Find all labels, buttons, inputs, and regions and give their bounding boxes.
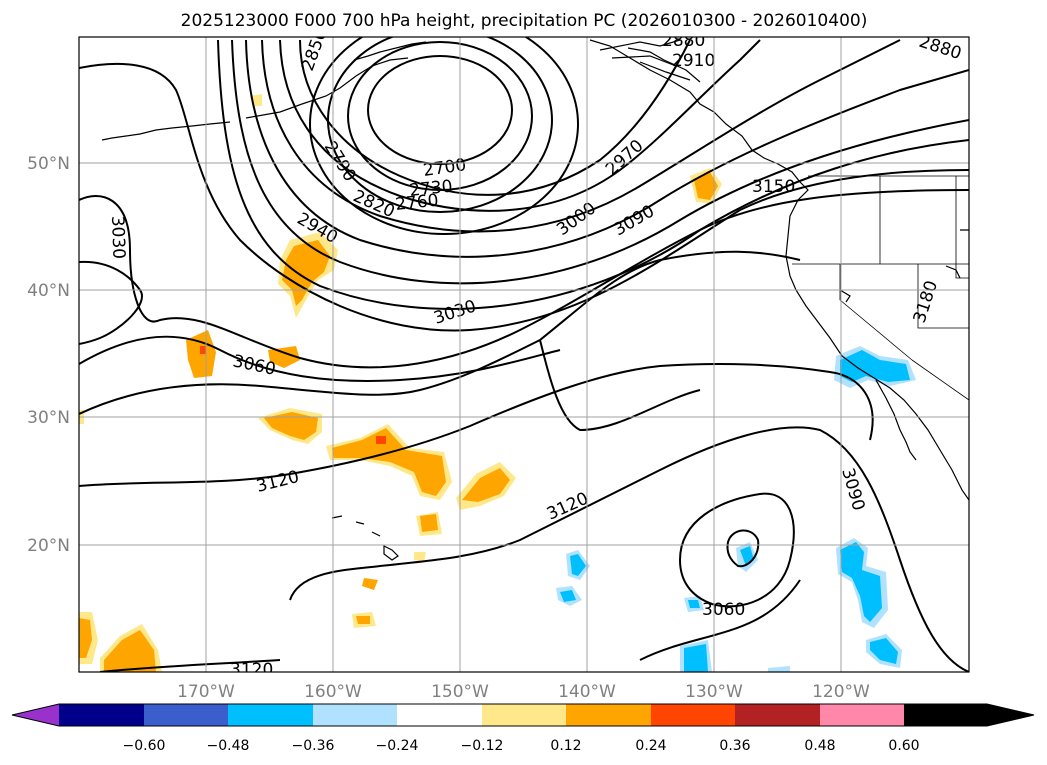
colorbar-tick-label: −0.24 [376, 738, 419, 754]
colorbar-tick-label: 0.12 [550, 738, 581, 754]
colorbar-bin [144, 704, 228, 726]
state-boundaries [792, 175, 969, 401]
colorbar-bin [651, 704, 735, 726]
colorbar: −0.60 −0.48 −0.36 −0.24 −0.12 0.12 0.24 … [11, 703, 1035, 754]
map-area: 2850 2880 2910 2880 2700 2730 2760 2790 … [79, 26, 969, 680]
height-contours [79, 37, 969, 672]
colorbar-tick-label: −0.60 [123, 738, 166, 754]
contour-label: 2910 [672, 51, 715, 71]
colorbar-bin [820, 704, 904, 726]
contour-label: 2760 [394, 191, 439, 215]
contour-label: 3030 [431, 296, 478, 328]
colorbar-tick-label: −0.48 [207, 738, 250, 754]
colorbar-bin [313, 704, 397, 726]
colorbar-tick-label: −0.36 [292, 738, 335, 754]
lat-label: 20°N [27, 536, 70, 556]
colorbar-tick-label: 0.48 [804, 738, 835, 754]
contour-label: 2880 [662, 31, 705, 51]
lon-label: 170°W [177, 682, 235, 702]
colorbar-bin [397, 704, 482, 726]
gridlines [79, 37, 969, 672]
contour-label: 3120 [254, 467, 301, 497]
contour-label: 3030 [107, 215, 128, 259]
contour-label: 3150 [752, 177, 795, 197]
colorbar-bin [482, 704, 566, 726]
colorbar-bin [228, 704, 313, 726]
colorbar-tick-label: 0.36 [719, 738, 750, 754]
contour-label: 2970 [602, 136, 648, 180]
colorbar-tick-label: 0.60 [888, 738, 919, 754]
lon-label: 150°W [431, 682, 489, 702]
contour-label: 2850 [298, 26, 332, 73]
map-frame [78, 36, 970, 673]
colorbar-extend-low [12, 704, 59, 726]
lat-label: 50°N [27, 154, 70, 174]
lon-label: 140°W [558, 682, 616, 702]
contour-label: 3180 [910, 278, 942, 325]
contour-label: 3060 [702, 600, 745, 620]
lon-label: 160°W [304, 682, 362, 702]
contour-label: 3120 [544, 489, 592, 525]
colorbar-tick-label: −0.12 [461, 738, 504, 754]
lat-label: 30°N [27, 408, 70, 428]
colorbar-tick-label: 0.24 [635, 738, 666, 754]
lat-label: 40°N [27, 281, 70, 301]
colorbar-bin [566, 704, 651, 726]
contour-label: 2790 [320, 138, 360, 185]
colorbar-bin [735, 704, 820, 726]
contour-label: 3120 [230, 660, 273, 680]
precip-positive-areas [79, 94, 722, 672]
precip-negative-areas [556, 346, 916, 672]
contour-label: 2730 [408, 177, 453, 201]
colorbar-extend-high [904, 704, 1034, 726]
map-title: 2025123000 F000 700 hPa height, precipit… [181, 11, 868, 31]
latitude-labels: 50°N 40°N 30°N 20°N [27, 154, 70, 556]
contour-label: 3090 [611, 201, 658, 240]
colorbar-outline [11, 703, 1035, 727]
lon-label: 130°W [685, 682, 743, 702]
lon-label: 120°W [812, 682, 870, 702]
longitude-labels: 170°W 160°W 150°W 140°W 130°W 120°W [177, 682, 870, 702]
contour-labels: 2850 2880 2910 2880 2700 2730 2760 2790 … [107, 26, 964, 680]
colorbar-bin [59, 704, 144, 726]
